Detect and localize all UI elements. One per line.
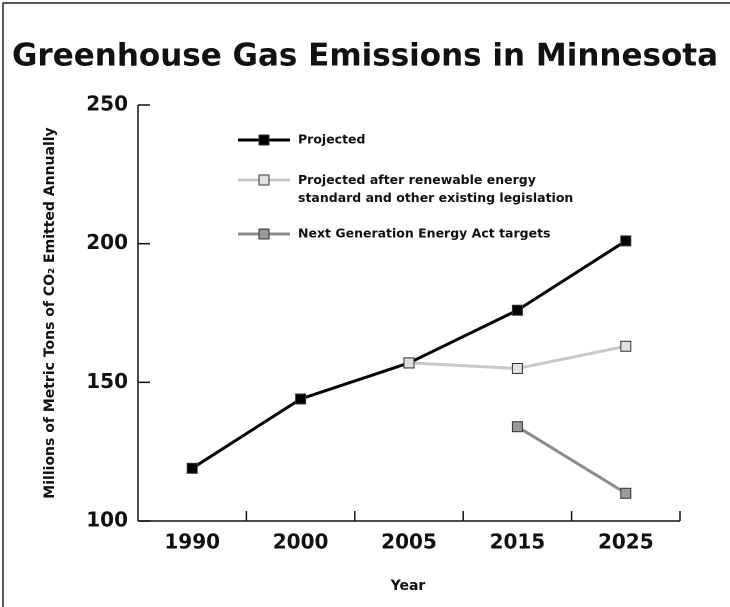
series-line: [516, 425, 627, 495]
point: [620, 487, 632, 499]
point: [403, 357, 415, 369]
x-tick-label: 2005: [381, 530, 437, 554]
y-tick-label: 250: [86, 92, 128, 116]
point: [511, 421, 523, 433]
point: [620, 235, 632, 247]
point: [511, 304, 523, 316]
point: [620, 340, 632, 352]
x-axis-title: Year: [390, 578, 426, 594]
legend-label: Projected: [298, 132, 366, 147]
legend-label: Projected after renewable energy standard…: [298, 172, 573, 205]
y-tick-label: 150: [86, 369, 128, 393]
x-tick-label: 2000: [273, 530, 329, 554]
series-line: [191, 239, 627, 470]
x-tick-label: 1990: [164, 530, 220, 554]
point: [186, 462, 198, 474]
x-tick-label: 2025: [598, 530, 654, 554]
legend-marker: [258, 134, 270, 146]
point: [511, 362, 523, 374]
legend-marker: [258, 174, 270, 186]
x-tick-label: 2015: [490, 530, 546, 554]
legend-label: Next Generation Energy Act targets: [298, 226, 551, 241]
y-tick-label: 100: [86, 508, 128, 532]
chart-title: Greenhouse Gas Emissions in Minnesota: [12, 38, 718, 74]
y-axis-title: Millions of Metric Tons of CO₂ Emitted A…: [42, 127, 58, 498]
point: [295, 393, 307, 405]
legend-marker: [258, 228, 270, 240]
y-tick-label: 200: [86, 230, 128, 254]
